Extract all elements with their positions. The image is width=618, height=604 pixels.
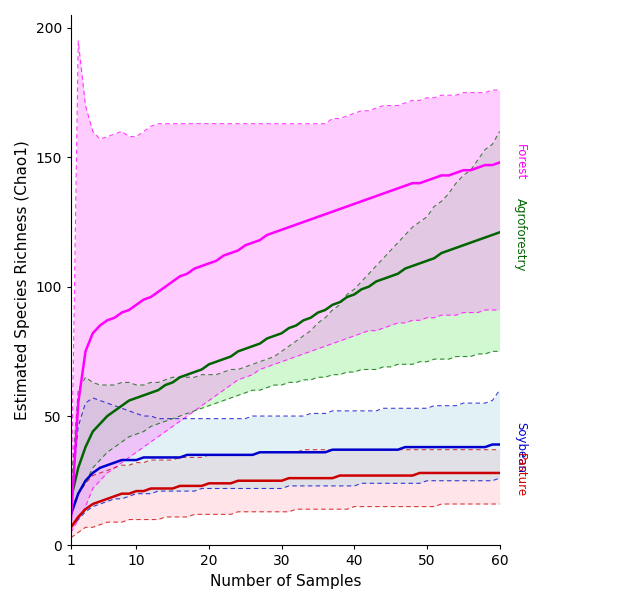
Text: Pasture: Pasture (514, 454, 527, 498)
X-axis label: Number of Samples: Number of Samples (210, 574, 361, 589)
Y-axis label: Estimated Species Richness (Chao1): Estimated Species Richness (Chao1) (15, 140, 30, 420)
Text: Agroforestry: Agroforestry (514, 198, 527, 272)
Text: Forest: Forest (514, 144, 527, 181)
Text: Soybean: Soybean (514, 422, 527, 472)
